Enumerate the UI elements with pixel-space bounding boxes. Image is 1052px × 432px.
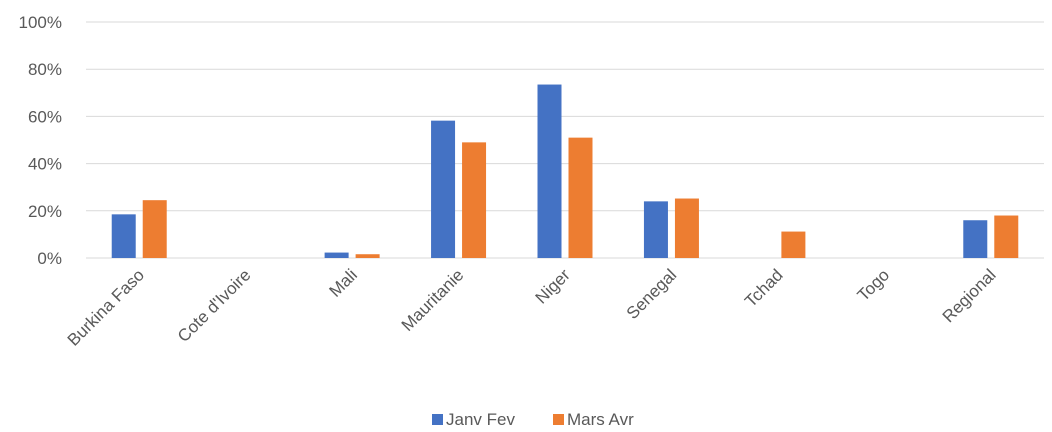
x-category-label: Burkina Faso: [64, 265, 148, 349]
bar-janv-fev: [431, 120, 456, 258]
bar-mars-avr: [462, 142, 487, 258]
gridlines: [86, 21, 1044, 259]
x-category-label: Niger: [532, 265, 574, 307]
x-category-label: Mauritanie: [398, 265, 468, 335]
x-axis-categories: Burkina Faso Cote d'Ivoire Mali Mauritanie N…: [64, 265, 1000, 350]
bar-mars-avr: [355, 254, 380, 258]
x-category-label: Senegal: [623, 265, 681, 323]
y-tick-label: 80%: [28, 60, 62, 79]
y-tick-label: 100%: [19, 13, 62, 32]
bar-janv-fev: [643, 201, 668, 258]
y-tick-label: 20%: [28, 202, 62, 221]
legend-swatch: [432, 414, 443, 425]
bar-mars-avr: [781, 231, 806, 258]
legend-label: Janv Fev: [446, 410, 515, 429]
bar-janv-fev: [963, 220, 988, 258]
x-category-label: Regional: [939, 265, 1000, 326]
x-category-label: Tchad: [741, 265, 787, 311]
x-category-label: Mali: [325, 265, 360, 300]
y-tick-label: 60%: [28, 107, 62, 126]
legend-swatch: [553, 414, 564, 425]
y-tick-label: 0%: [37, 249, 62, 268]
bar-janv-fev: [111, 214, 136, 258]
y-axis-ticks: 0% 20% 40% 60% 80% 100%: [19, 13, 62, 268]
x-category-label: Cote d'Ivoire: [174, 265, 255, 346]
bar-janv-fev: [324, 252, 349, 258]
y-tick-label: 40%: [28, 155, 62, 174]
legend: Janv Fev Mars Avr: [432, 410, 634, 429]
bars: [111, 84, 1019, 258]
bar-mars-avr: [994, 215, 1019, 258]
bar-mars-avr: [142, 200, 167, 258]
bar-mars-avr: [674, 198, 699, 258]
x-category-label: Togo: [854, 265, 894, 305]
bar-mars-avr: [568, 137, 593, 258]
legend-label: Mars Avr: [567, 410, 634, 429]
bar-janv-fev: [537, 84, 562, 258]
